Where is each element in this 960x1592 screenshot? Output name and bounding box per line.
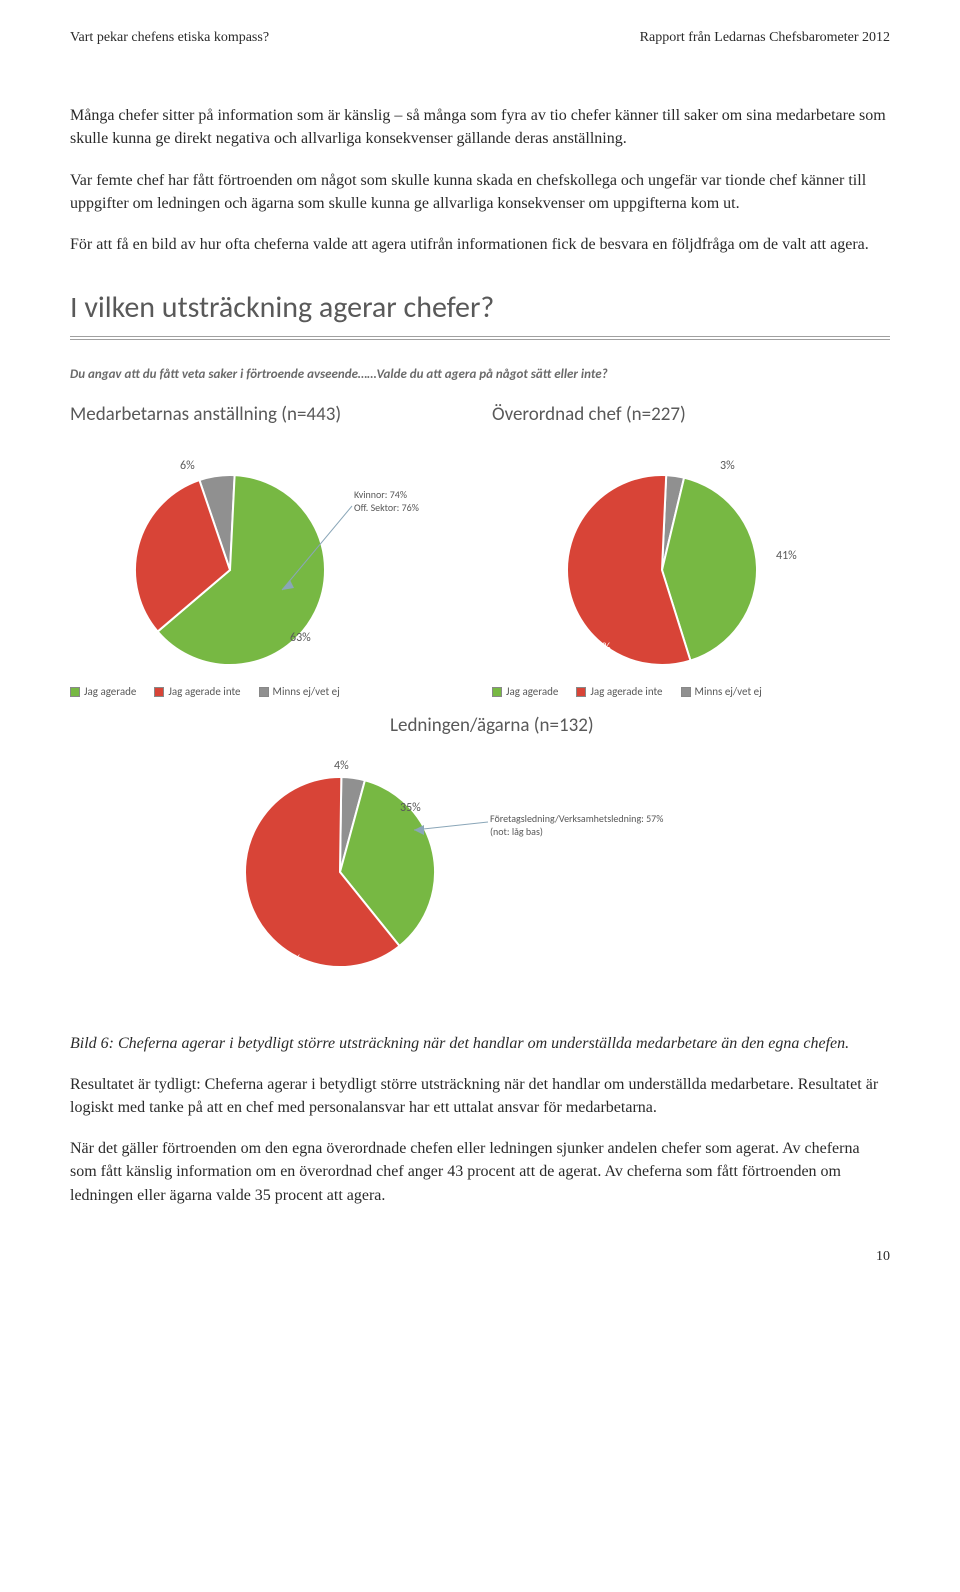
legend-item-inte: Jag agerade inte	[576, 684, 662, 700]
paragraph-3: För att få en bild av hur ofta cheferna …	[70, 233, 890, 256]
legend-item-agera: Jag agerade	[70, 684, 136, 700]
chart-block: I vilken utsträckning agerar chefer? Du …	[70, 286, 890, 991]
annot-line-2: (not: låg bas)	[490, 825, 663, 838]
pie-chef-title: Överordnad chef (n=227)	[492, 401, 890, 429]
pie-medarbetare-wrap: 31% 63% 6% Kvinnor: 74% Off. Sektor: 76%	[70, 440, 468, 680]
swatch-inte	[576, 687, 586, 697]
paragraph-2: Var femte chef har fått förtroenden om n…	[70, 169, 890, 215]
body-text-lower: Bild 6: Cheferna agerar i betydligt stör…	[70, 1032, 890, 1207]
pie-ledningen: Ledningen/ägarna (n=132) 35% 61% 4% Före…	[160, 712, 800, 992]
label-inte: 55%	[590, 640, 611, 657]
pies-grid: Medarbetarnas anställning (n=443) 31% 63…	[70, 401, 890, 992]
pie-medarbetare-svg	[70, 440, 450, 680]
label-inte: 61%	[280, 952, 301, 969]
swatch-agera	[492, 687, 502, 697]
label-agera: 41%	[776, 548, 797, 565]
header-left: Vart pekar chefens etiska kompass?	[70, 28, 269, 48]
legend-chef: Jag agerade Jag agerade inte Minns ej/ve…	[492, 684, 890, 700]
page-number: 10	[70, 1247, 890, 1267]
legend-item-vetej: Minns ej/vet ej	[681, 684, 762, 700]
label-agera: 63%	[290, 630, 311, 647]
pie-chef: Överordnad chef (n=227) 41% 55% 3% Jag a…	[492, 401, 890, 700]
legend-item-agera: Jag agerade	[492, 684, 558, 700]
paragraph-1: Många chefer sitter på information som ä…	[70, 104, 890, 150]
swatch-agera	[70, 687, 80, 697]
chart-title: I vilken utsträckning agerar chefer?	[70, 286, 890, 330]
label-inte: 31%	[90, 562, 111, 579]
pie-medarbetare: Medarbetarnas anställning (n=443) 31% 63…	[70, 401, 468, 700]
pie-ledningen-wrap: 35% 61% 4% Företagsledning/Verksamhetsle…	[160, 752, 800, 992]
legend-item-vetej: Minns ej/vet ej	[259, 684, 340, 700]
annot-medarbetare: Kvinnor: 74% Off. Sektor: 76%	[354, 488, 419, 514]
label-vetej: 4%	[334, 758, 349, 775]
legend-medarbetare: Jag agerade Jag agerade inte Minns ej/ve…	[70, 684, 468, 700]
body-text-upper: Många chefer sitter på information som ä…	[70, 104, 890, 256]
paragraph-4: Resultatet är tydligt: Cheferna agerar i…	[70, 1073, 890, 1119]
annot-line-2: Off. Sektor: 76%	[354, 501, 419, 514]
annot-line-1: Företagsledning/Verksamhetsledning: 57%	[490, 812, 663, 825]
page-header: Vart pekar chefens etiska kompass? Rappo…	[70, 28, 890, 48]
legend-item-inte: Jag agerade inte	[154, 684, 240, 700]
pie-medarbetare-title: Medarbetarnas anställning (n=443)	[70, 401, 468, 429]
pie-ledningen-svg	[160, 752, 800, 992]
swatch-vetej	[681, 687, 691, 697]
header-right: Rapport från Ledarnas Chefsbarometer 201…	[640, 28, 890, 48]
label-vetej: 3%	[720, 458, 735, 475]
annot-ledningen: Företagsledning/Verksamhetsledning: 57% …	[490, 812, 663, 838]
chart-subtitle: Du angav att du fått veta saker i förtro…	[70, 366, 890, 385]
swatch-inte	[154, 687, 164, 697]
label-vetej: 6%	[180, 458, 195, 475]
pie-ledningen-title: Ledningen/ägarna (n=132)	[390, 712, 800, 740]
pie-chef-wrap: 41% 55% 3%	[492, 440, 890, 680]
figure-caption: Bild 6: Cheferna agerar i betydligt stör…	[70, 1032, 890, 1055]
label-agera: 35%	[400, 800, 421, 817]
chart-rule	[70, 336, 890, 340]
pie-chef-svg	[492, 440, 872, 680]
annot-line-1: Kvinnor: 74%	[354, 488, 419, 501]
paragraph-5: När det gäller förtroenden om den egna ö…	[70, 1137, 890, 1207]
swatch-vetej	[259, 687, 269, 697]
